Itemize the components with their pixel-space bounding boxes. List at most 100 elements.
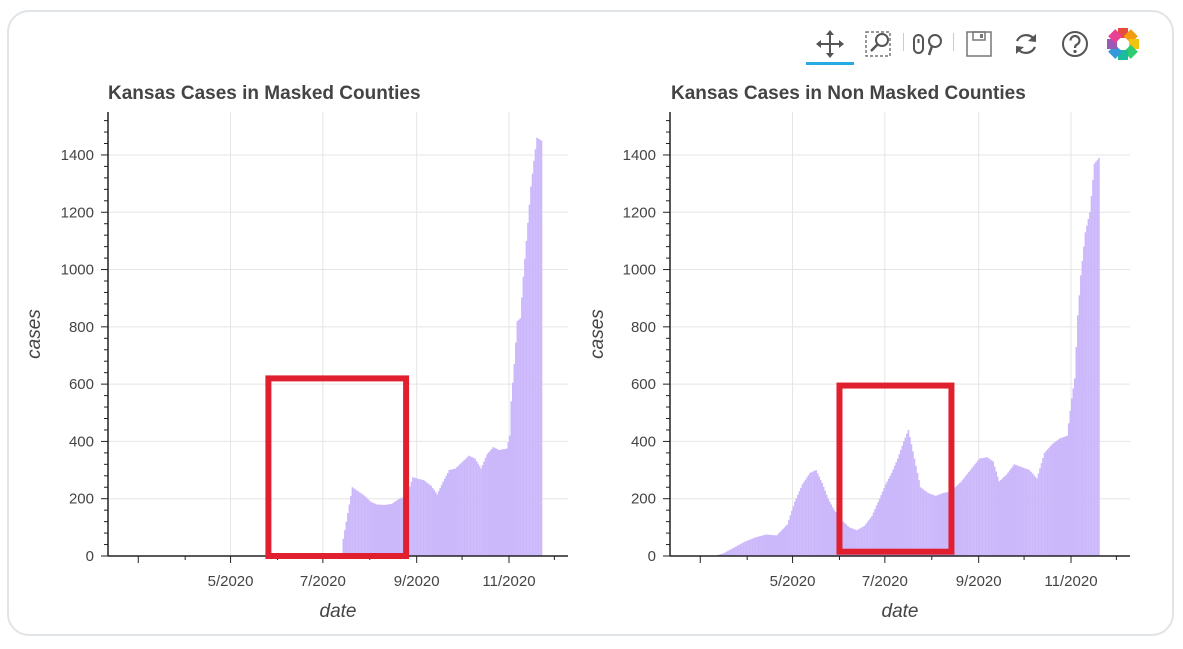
bar bbox=[847, 525, 849, 556]
bar bbox=[957, 484, 960, 556]
bar bbox=[356, 490, 358, 556]
bar bbox=[1005, 474, 1008, 556]
bar bbox=[747, 540, 749, 556]
bar bbox=[400, 498, 402, 556]
bar bbox=[1089, 212, 1091, 557]
bar bbox=[1066, 435, 1069, 556]
y-tick-label: 1000 bbox=[623, 262, 656, 279]
bar bbox=[457, 465, 460, 556]
bar bbox=[1069, 410, 1072, 556]
bar bbox=[886, 481, 889, 556]
bar bbox=[919, 487, 922, 556]
bar bbox=[722, 553, 725, 556]
bar bbox=[436, 494, 439, 556]
bar bbox=[1096, 159, 1099, 556]
bar bbox=[986, 457, 988, 556]
bar bbox=[999, 480, 1002, 556]
bar bbox=[892, 469, 895, 556]
bar bbox=[936, 495, 938, 556]
highlight-box bbox=[836, 382, 955, 555]
bar bbox=[824, 490, 827, 556]
bar bbox=[534, 149, 537, 556]
bar bbox=[785, 526, 787, 556]
bar bbox=[1057, 439, 1060, 556]
bar bbox=[789, 515, 792, 556]
bar bbox=[1052, 443, 1055, 556]
bar bbox=[462, 461, 464, 556]
bar bbox=[1002, 477, 1005, 556]
bar bbox=[348, 504, 351, 556]
box-zoom-tool[interactable] bbox=[862, 24, 896, 64]
bar bbox=[1043, 452, 1046, 556]
bar bbox=[1007, 472, 1010, 556]
bar bbox=[753, 537, 755, 556]
bar bbox=[390, 503, 393, 556]
bar bbox=[1072, 388, 1075, 556]
bar bbox=[530, 186, 532, 556]
x-tick-label: 11/2020 bbox=[482, 573, 535, 590]
bar bbox=[1027, 469, 1029, 556]
bar bbox=[863, 525, 866, 556]
bar bbox=[351, 487, 354, 556]
bar bbox=[993, 466, 996, 556]
bar bbox=[768, 534, 771, 556]
bar bbox=[772, 535, 775, 556]
bar bbox=[446, 472, 449, 556]
bar bbox=[510, 401, 513, 556]
y-tick-label: 800 bbox=[69, 319, 94, 336]
bar bbox=[383, 505, 386, 556]
toolbar-separator bbox=[903, 33, 904, 51]
bar bbox=[451, 469, 454, 556]
y-tick-label: 1000 bbox=[61, 262, 94, 279]
bar bbox=[490, 448, 493, 556]
bar bbox=[466, 457, 469, 556]
bar bbox=[1080, 275, 1082, 556]
help-tool[interactable] bbox=[1057, 24, 1093, 64]
bar bbox=[727, 550, 730, 556]
chart-1: 0 200 400 600 800 1000 1200 1400 5/2020 7/2020 9/2… bbox=[24, 83, 568, 622]
bar bbox=[803, 482, 805, 556]
bar bbox=[1037, 473, 1040, 556]
bar bbox=[821, 482, 823, 556]
reset-tool[interactable] bbox=[1008, 24, 1044, 64]
bar bbox=[1095, 161, 1097, 556]
bar bbox=[797, 494, 799, 556]
bar bbox=[365, 497, 367, 556]
box-zoom-icon bbox=[865, 31, 891, 57]
bar bbox=[1049, 446, 1052, 556]
bar bbox=[501, 449, 504, 556]
bar bbox=[862, 526, 864, 556]
bar bbox=[527, 222, 529, 556]
save-tool[interactable] bbox=[962, 24, 996, 64]
bar bbox=[474, 458, 476, 556]
bar bbox=[483, 461, 485, 556]
bar bbox=[830, 504, 833, 556]
bar bbox=[1067, 423, 1070, 556]
bar bbox=[742, 542, 745, 556]
bar bbox=[1077, 315, 1079, 556]
y-tick-label: 200 bbox=[69, 491, 94, 508]
bar bbox=[807, 475, 810, 556]
bar bbox=[1019, 466, 1022, 556]
bar bbox=[968, 471, 970, 556]
bar bbox=[810, 472, 813, 556]
wheel-zoom-tool[interactable] bbox=[910, 24, 946, 64]
bar bbox=[972, 466, 975, 556]
bar bbox=[959, 482, 961, 556]
pan-tool[interactable] bbox=[812, 24, 848, 64]
bar bbox=[471, 457, 473, 556]
bar bbox=[350, 495, 352, 556]
y-tick-label: 0 bbox=[86, 548, 94, 565]
bar bbox=[809, 472, 811, 556]
bar bbox=[378, 504, 381, 556]
bar bbox=[998, 481, 1001, 556]
bokeh-logo[interactable] bbox=[1104, 24, 1142, 64]
bar bbox=[398, 498, 401, 556]
bar bbox=[930, 494, 932, 556]
bar bbox=[489, 450, 491, 556]
bar bbox=[1046, 449, 1049, 556]
bar bbox=[481, 465, 484, 556]
bar bbox=[1060, 437, 1063, 556]
bar bbox=[437, 491, 440, 556]
